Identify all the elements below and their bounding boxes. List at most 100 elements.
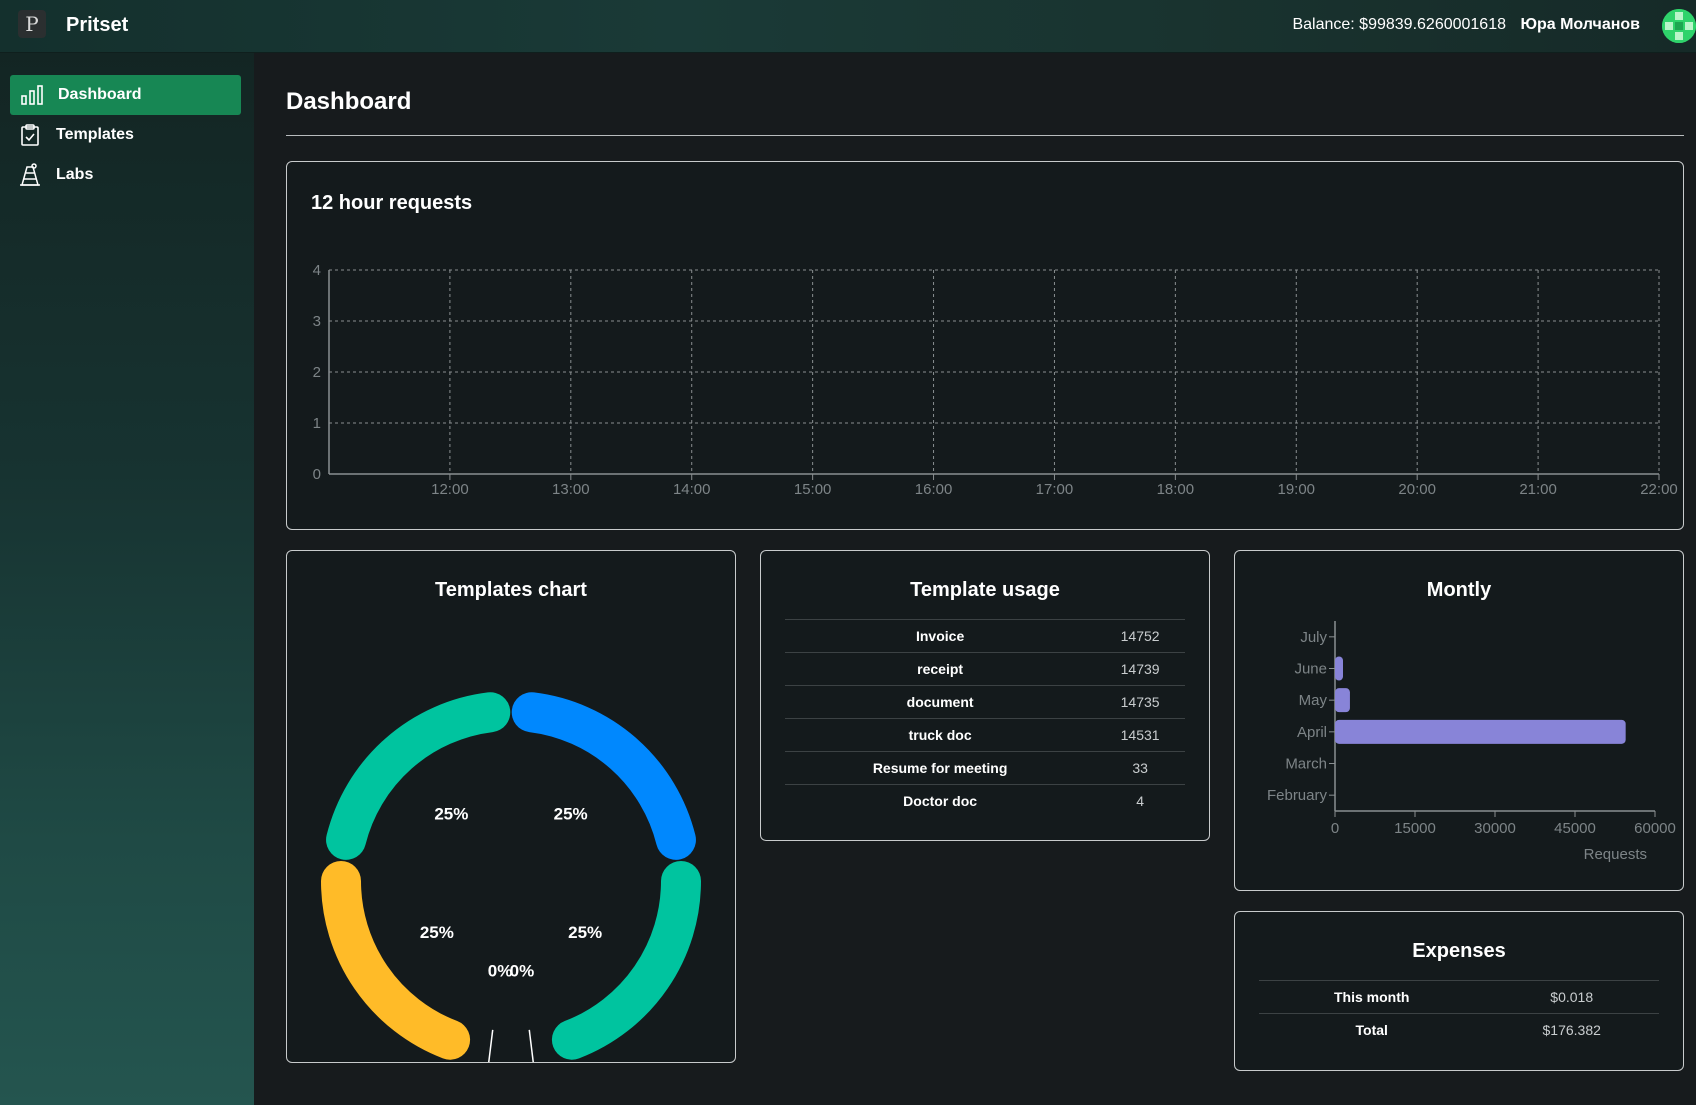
pie-slice[interactable]: [488, 1029, 494, 1062]
row-name: Invoice: [785, 619, 1096, 653]
y-tick-label: June: [1294, 661, 1327, 678]
app-logo[interactable]: P: [18, 10, 46, 38]
x-tick-label: 18:00: [1157, 481, 1195, 498]
y-tick-label: February: [1267, 787, 1328, 804]
expenses-table: This month $0.018 Total $176.382: [1259, 980, 1659, 1047]
x-tick-label: 45000: [1554, 820, 1596, 837]
x-tick-label: 30000: [1474, 820, 1516, 837]
x-tick-label: 20:00: [1398, 481, 1436, 498]
x-axis-label: Requests: [1584, 846, 1647, 863]
card-title: Montly: [1426, 579, 1492, 601]
user-name[interactable]: Юра Молчанов: [1520, 16, 1640, 33]
pie-slice-label: 0%: [510, 961, 535, 980]
x-tick-label: 60000: [1634, 820, 1676, 837]
clipboard-icon: [18, 123, 42, 147]
x-tick-label: 16:00: [915, 481, 953, 498]
row-value: $176.382: [1484, 1013, 1659, 1047]
row-value: $0.018: [1484, 980, 1659, 1014]
templates-chart-card: Templates chart 25% 25% 0% 0% 25% 25%: [286, 550, 736, 1063]
x-tick-label: 12:00: [431, 481, 469, 498]
x-tick-label: 17:00: [1036, 481, 1074, 498]
x-tick-label: 21:00: [1519, 481, 1557, 498]
sidebar-item-templates[interactable]: Templates: [10, 115, 241, 155]
pie-slice[interactable]: [551, 861, 701, 1060]
bar-chart-icon: [20, 83, 44, 107]
top-bar: P Pritset Balance: $99839.6260001618 Юра…: [0, 0, 1696, 53]
sidebar-item-labs[interactable]: Labs: [10, 155, 241, 195]
card-title: Template usage: [910, 579, 1060, 601]
templates-pie-chart: 25% 25% 0%0% 25% 25%: [321, 692, 701, 1062]
row-name: Resume for meeting: [785, 751, 1096, 785]
x-tick-label: 13:00: [552, 481, 590, 498]
template-usage-table: Invoice 14752 receipt 14739 document 14735 tru…: [785, 619, 1185, 818]
y-tick-label: 0: [313, 466, 321, 483]
y-tick-label: March: [1285, 756, 1327, 773]
y-tick-label: 2: [313, 364, 321, 381]
table-row: Total $176.382: [1259, 1013, 1659, 1047]
table-row: Invoice 14752: [785, 619, 1185, 653]
balance-text: Balance: $99839.6260001618: [1292, 16, 1506, 33]
pie-slice[interactable]: [528, 1029, 534, 1062]
row-name: Doctor doc: [785, 784, 1096, 818]
x-tick-label: 0: [1331, 820, 1339, 837]
x-tick-label: 22:00: [1640, 481, 1678, 498]
table-row: This month $0.018: [1259, 980, 1659, 1014]
x-tick-label: 19:00: [1277, 481, 1315, 498]
row-name: truck doc: [785, 718, 1096, 752]
row-name: Total: [1259, 1013, 1485, 1047]
table-row: document 14735: [785, 685, 1185, 719]
pie-slice[interactable]: [511, 692, 696, 860]
x-tick-label: 15:00: [794, 481, 832, 498]
pie-slice[interactable]: [321, 861, 471, 1060]
expenses-card: Expenses This month $0.018 Total $176.382: [1234, 911, 1684, 1071]
row-value: 4: [1095, 784, 1185, 818]
bar[interactable]: [1335, 656, 1343, 681]
page-title: Dashboard: [286, 88, 412, 115]
bar[interactable]: [1335, 688, 1350, 713]
monthly-chart-card: Montly July June May April March February 0 150…: [1234, 550, 1684, 891]
app-title[interactable]: Pritset: [66, 14, 129, 36]
sidebar-item-dashboard[interactable]: Dashboard: [10, 75, 241, 115]
y-tick-label: 4: [313, 262, 321, 279]
row-name: document: [785, 685, 1096, 719]
card-title: Templates chart: [435, 579, 587, 601]
row-name: receipt: [785, 652, 1096, 686]
table-row: truck doc 14531: [785, 718, 1185, 752]
pie-slice-label: 0%: [488, 961, 513, 980]
y-tick-label: July: [1300, 629, 1327, 646]
y-tick-label: May: [1299, 692, 1328, 709]
table-row: Resume for meeting 33: [785, 751, 1185, 785]
table-row: receipt 14739: [785, 652, 1185, 686]
row-value: 14531: [1095, 718, 1185, 752]
pie-slice[interactable]: [326, 692, 511, 860]
y-tick-label: April: [1297, 724, 1327, 741]
requests-line-chart: 0 1 2 3 4 12:00 13:00 14:00 15:00 16:00 17:00 18:00…: [313, 262, 1678, 498]
bar[interactable]: [1335, 719, 1626, 744]
card-title: Expenses: [1412, 940, 1506, 962]
pie-slice-label: 25%: [568, 923, 602, 942]
pie-slice-label: 25%: [420, 923, 454, 942]
y-tick-label: 3: [313, 313, 321, 330]
requests-chart-card: 12 hour requests 0 1 2 3 4 12:00 13:00 14:00 15:…: [286, 161, 1684, 530]
pie-slice-label: 25%: [554, 805, 588, 824]
row-value: 33: [1095, 751, 1185, 785]
card-title: 12 hour requests: [311, 192, 473, 214]
y-tick-label: 1: [313, 415, 321, 432]
x-tick-label: 15000: [1394, 820, 1436, 837]
title-divider: [286, 135, 1684, 136]
row-value: 14752: [1095, 619, 1185, 653]
sidebar-item-label: Labs: [56, 166, 94, 183]
row-value: 14739: [1095, 652, 1185, 686]
avatar-pattern-icon: [1662, 9, 1696, 43]
sidebar-item-label: Templates: [56, 126, 134, 143]
row-value: 14735: [1095, 685, 1185, 719]
table-row: Doctor doc 4: [785, 784, 1185, 818]
avatar[interactable]: [1662, 9, 1696, 43]
row-name: This month: [1259, 980, 1485, 1014]
sidebar-item-label: Dashboard: [58, 86, 142, 103]
sidebar: Dashboard Templates Labs: [0, 53, 254, 1105]
lab-icon: [18, 163, 42, 187]
x-tick-label: 14:00: [673, 481, 711, 498]
pie-slice-label: 25%: [434, 805, 468, 824]
